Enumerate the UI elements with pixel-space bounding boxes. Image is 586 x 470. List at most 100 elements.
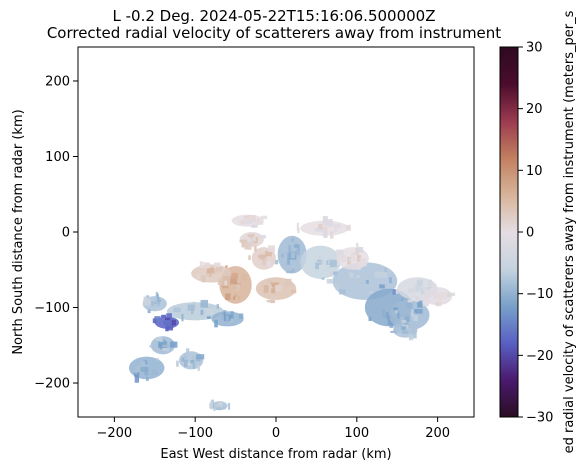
velocity-speck <box>169 341 178 348</box>
velocity-speck <box>374 271 380 279</box>
colorbar-tick-label: −30 <box>526 411 553 426</box>
velocity-speck <box>355 242 359 248</box>
colorbar-tick-label: 20 <box>526 102 543 117</box>
velocity-speck <box>230 311 234 319</box>
velocity-speck <box>252 233 260 236</box>
velocity-speck <box>323 218 328 225</box>
velocity-speck <box>171 319 176 326</box>
x-tick-label: 200 <box>425 426 450 441</box>
velocity-speck <box>384 267 387 273</box>
velocity-speck <box>281 253 284 258</box>
velocity-speck <box>413 309 418 313</box>
velocity-region <box>335 242 369 270</box>
velocity-speck <box>229 314 232 319</box>
velocity-speck <box>351 252 356 259</box>
velocity-region <box>175 348 205 371</box>
velocity-speck <box>206 306 214 310</box>
velocity-speck <box>186 348 190 357</box>
velocity-speck <box>248 214 256 223</box>
velocity-speck <box>379 284 385 289</box>
velocity-speck <box>247 238 253 243</box>
velocity-speck <box>291 289 297 294</box>
velocity-region <box>206 309 244 328</box>
velocity-region <box>209 399 231 411</box>
velocity-speck <box>400 298 404 302</box>
velocity-speck <box>416 279 423 287</box>
velocity-speck <box>330 271 338 276</box>
velocity-speck <box>273 295 277 299</box>
velocity-speck <box>260 215 268 219</box>
velocity-speck <box>239 280 242 288</box>
colorbar-gradient <box>499 46 519 418</box>
velocity-speck <box>147 309 151 314</box>
velocity-speck <box>274 259 279 265</box>
x-tick-label: −100 <box>177 426 213 441</box>
velocity-speck <box>425 298 429 306</box>
velocity-speck <box>165 317 171 321</box>
velocity-speck <box>243 216 252 224</box>
velocity-region <box>255 277 297 304</box>
plot-area <box>77 46 475 418</box>
velocity-region <box>231 214 268 228</box>
velocity-speck <box>327 270 334 277</box>
velocity-speck <box>288 245 292 253</box>
velocity-speck <box>262 257 267 266</box>
velocity-speck <box>447 292 456 297</box>
velocity-speck <box>265 261 271 267</box>
velocity-speck <box>158 349 163 352</box>
velocity-speck <box>356 254 361 262</box>
velocity-region <box>128 356 165 383</box>
velocity-speck <box>213 408 216 411</box>
velocity-speck <box>230 278 237 285</box>
velocity-region <box>274 235 307 274</box>
velocity-speck <box>405 313 411 317</box>
velocity-speck <box>140 361 146 367</box>
velocity-speck <box>365 279 369 284</box>
velocity-speck <box>346 224 351 231</box>
velocity-region <box>166 299 224 322</box>
velocity-speck <box>248 255 251 261</box>
velocity-speck <box>333 224 341 228</box>
velocity-speck <box>151 369 158 375</box>
velocity-speck <box>255 221 264 225</box>
velocity-speck <box>156 358 159 361</box>
velocity-speck <box>143 299 151 306</box>
velocity-speck <box>216 304 219 309</box>
y-tick-label: 100 <box>45 150 70 165</box>
velocity-speck <box>339 254 342 263</box>
velocity-speck <box>320 227 327 231</box>
velocity-speck <box>401 326 406 330</box>
velocity-speck <box>295 250 300 256</box>
velocity-speck <box>217 401 223 407</box>
velocity-speck <box>329 260 337 268</box>
velocity-speck <box>404 322 409 325</box>
velocity-speck <box>411 309 414 317</box>
velocity-speck <box>259 235 267 239</box>
velocity-speck <box>156 299 162 302</box>
velocity-speck <box>335 282 340 290</box>
velocity-speck <box>152 318 157 324</box>
velocity-field <box>128 214 456 411</box>
velocity-speck <box>153 304 158 308</box>
velocity-speck <box>233 286 237 290</box>
velocity-speck <box>254 234 261 237</box>
velocity-speck <box>222 285 229 289</box>
velocity-speck <box>355 247 359 255</box>
velocity-speck <box>392 289 397 295</box>
velocity-speck <box>136 372 140 377</box>
velocity-speck <box>335 249 344 257</box>
velocity-region <box>191 261 232 286</box>
velocity-speck <box>247 219 255 223</box>
velocity-region <box>149 336 178 355</box>
velocity-speck <box>258 254 266 259</box>
velocity-speck <box>315 262 319 270</box>
velocity-speck <box>406 302 412 309</box>
velocity-speck <box>413 314 418 321</box>
velocity-speck <box>163 320 171 325</box>
velocity-speck <box>417 297 424 301</box>
velocity-speck <box>293 244 299 248</box>
velocity-speck <box>263 285 269 293</box>
velocity-speck <box>154 316 161 324</box>
velocity-speck <box>240 219 245 225</box>
velocity-speck <box>415 309 423 314</box>
